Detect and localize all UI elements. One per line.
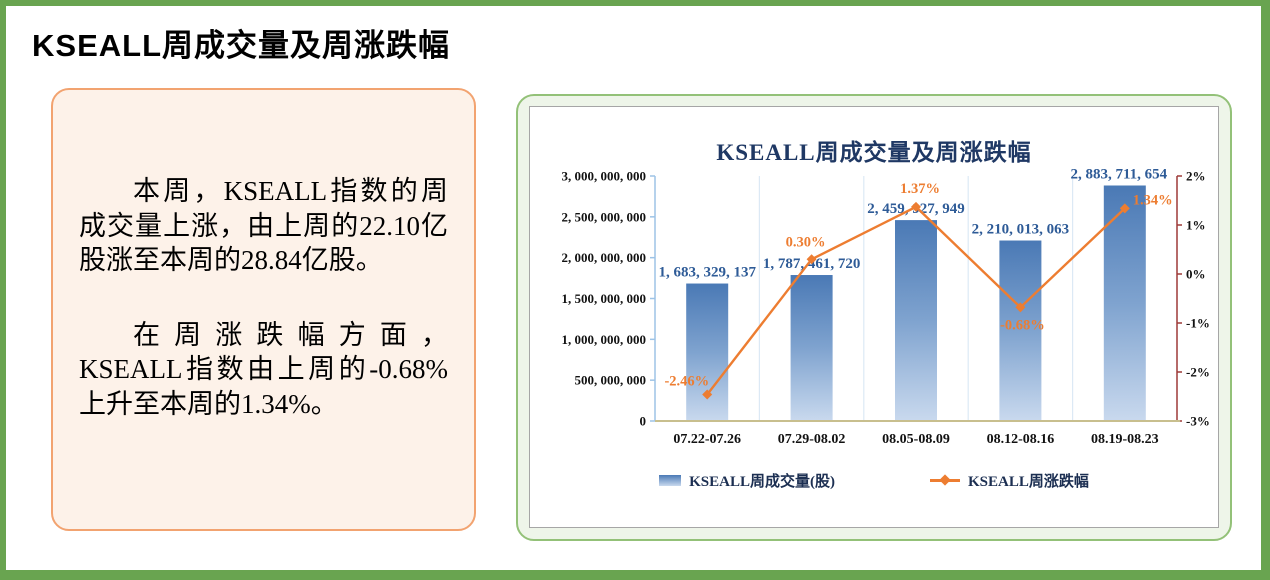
bar-value-label: 2, 210, 013, 063 <box>971 222 1068 238</box>
summary-panel: 本周，KSEALL指数的周成交量上涨，由上周的22.10亿股涨至本周的28.84… <box>51 88 476 531</box>
line-point-marker <box>1119 203 1130 214</box>
line-series-swatch-icon <box>930 474 960 486</box>
right-axis-tick-label: -1% <box>1186 316 1210 331</box>
right-axis-tick-label: -3% <box>1186 414 1210 429</box>
right-axis-tick-label: 1% <box>1186 218 1206 233</box>
pct-change-label: 1.37% <box>900 181 940 197</box>
summary-paragraph-volume: 本周，KSEALL指数的周成交量上涨，由上周的22.10亿股涨至本周的28.84… <box>79 176 448 276</box>
x-axis-label: 08.12-08.16 <box>986 432 1054 447</box>
volume-bar <box>685 283 728 421</box>
left-axis-tick-label: 2, 500, 000, 000 <box>561 209 646 224</box>
line-point-marker <box>806 254 817 265</box>
left-axis-tick-label: 1, 500, 000, 000 <box>561 291 646 306</box>
right-axis-tick-label: -2% <box>1186 365 1210 380</box>
legend-item-change: KSEALL周涨跌幅 <box>930 470 1089 491</box>
volume-bar <box>790 275 833 421</box>
x-axis-label: 07.29-08.02 <box>777 432 845 447</box>
left-axis-tick-label: 0 <box>639 414 646 429</box>
volume-bar <box>1103 185 1146 421</box>
chart-legend: KSEALL周成交量(股) KSEALL周涨跌幅 <box>659 470 1089 491</box>
left-axis-tick-label: 500, 000, 000 <box>574 373 646 388</box>
left-axis-tick-label: 3, 000, 000, 000 <box>561 169 646 184</box>
right-axis-tick-label: 2% <box>1186 169 1206 184</box>
x-axis-label: 08.05-08.09 <box>882 432 950 447</box>
right-axis-tick-label: 0% <box>1186 267 1206 282</box>
left-axis-tick-label: 1, 000, 000, 000 <box>561 332 646 347</box>
volume-bar <box>894 220 937 421</box>
x-axis-label: 07.22-07.26 <box>673 432 741 447</box>
combo-chart-svg: 0 500, 000, 000 1, 000, 000, 000 1, 500, 00… <box>561 167 1210 447</box>
bar-value-label: 1, 683, 329, 137 <box>658 265 756 281</box>
legend-item-volume: KSEALL周成交量(股) <box>659 470 835 491</box>
volume-bar <box>998 240 1041 421</box>
bar-series-swatch-icon <box>659 475 682 486</box>
line-point-marker <box>701 389 712 400</box>
pct-change-label: 1.34% <box>1132 192 1172 208</box>
legend-label-volume: KSEALL周成交量(股) <box>689 474 835 490</box>
line-point-marker <box>1014 302 1025 313</box>
x-axis-label: 08.19-08.23 <box>1090 432 1158 447</box>
page-title: KSEALL周成交量及周涨跌幅 <box>32 28 450 63</box>
pct-change-label: -2.46% <box>664 374 709 390</box>
summary-paragraph-change: 在周涨跌幅方面，KSEALL指数由上周的-0.68%上升至本周的1.34%。 <box>79 319 448 419</box>
pct-change-label: -0.68% <box>1000 317 1045 333</box>
chart-title: KSEALL周成交量及周涨跌幅 <box>716 140 1032 165</box>
pct-change-label: 0.30% <box>785 234 825 250</box>
chart-panel: KSEALL周成交量及周涨跌幅 0 500, 000, 000 1, 000, 00… <box>516 94 1232 541</box>
chart-box: KSEALL周成交量及周涨跌幅 0 500, 000, 000 1, 000, 00… <box>529 106 1219 528</box>
legend-label-change: KSEALL周涨跌幅 <box>968 474 1089 490</box>
diamond-marker-icon <box>939 474 951 486</box>
line-point-marker <box>910 201 921 212</box>
left-axis-tick-label: 2, 000, 000, 000 <box>561 250 646 265</box>
bar-value-label: 2, 883, 711, 654 <box>1070 167 1167 182</box>
